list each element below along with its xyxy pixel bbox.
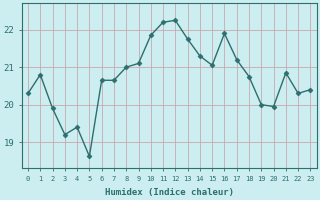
X-axis label: Humidex (Indice chaleur): Humidex (Indice chaleur) [105,188,234,197]
